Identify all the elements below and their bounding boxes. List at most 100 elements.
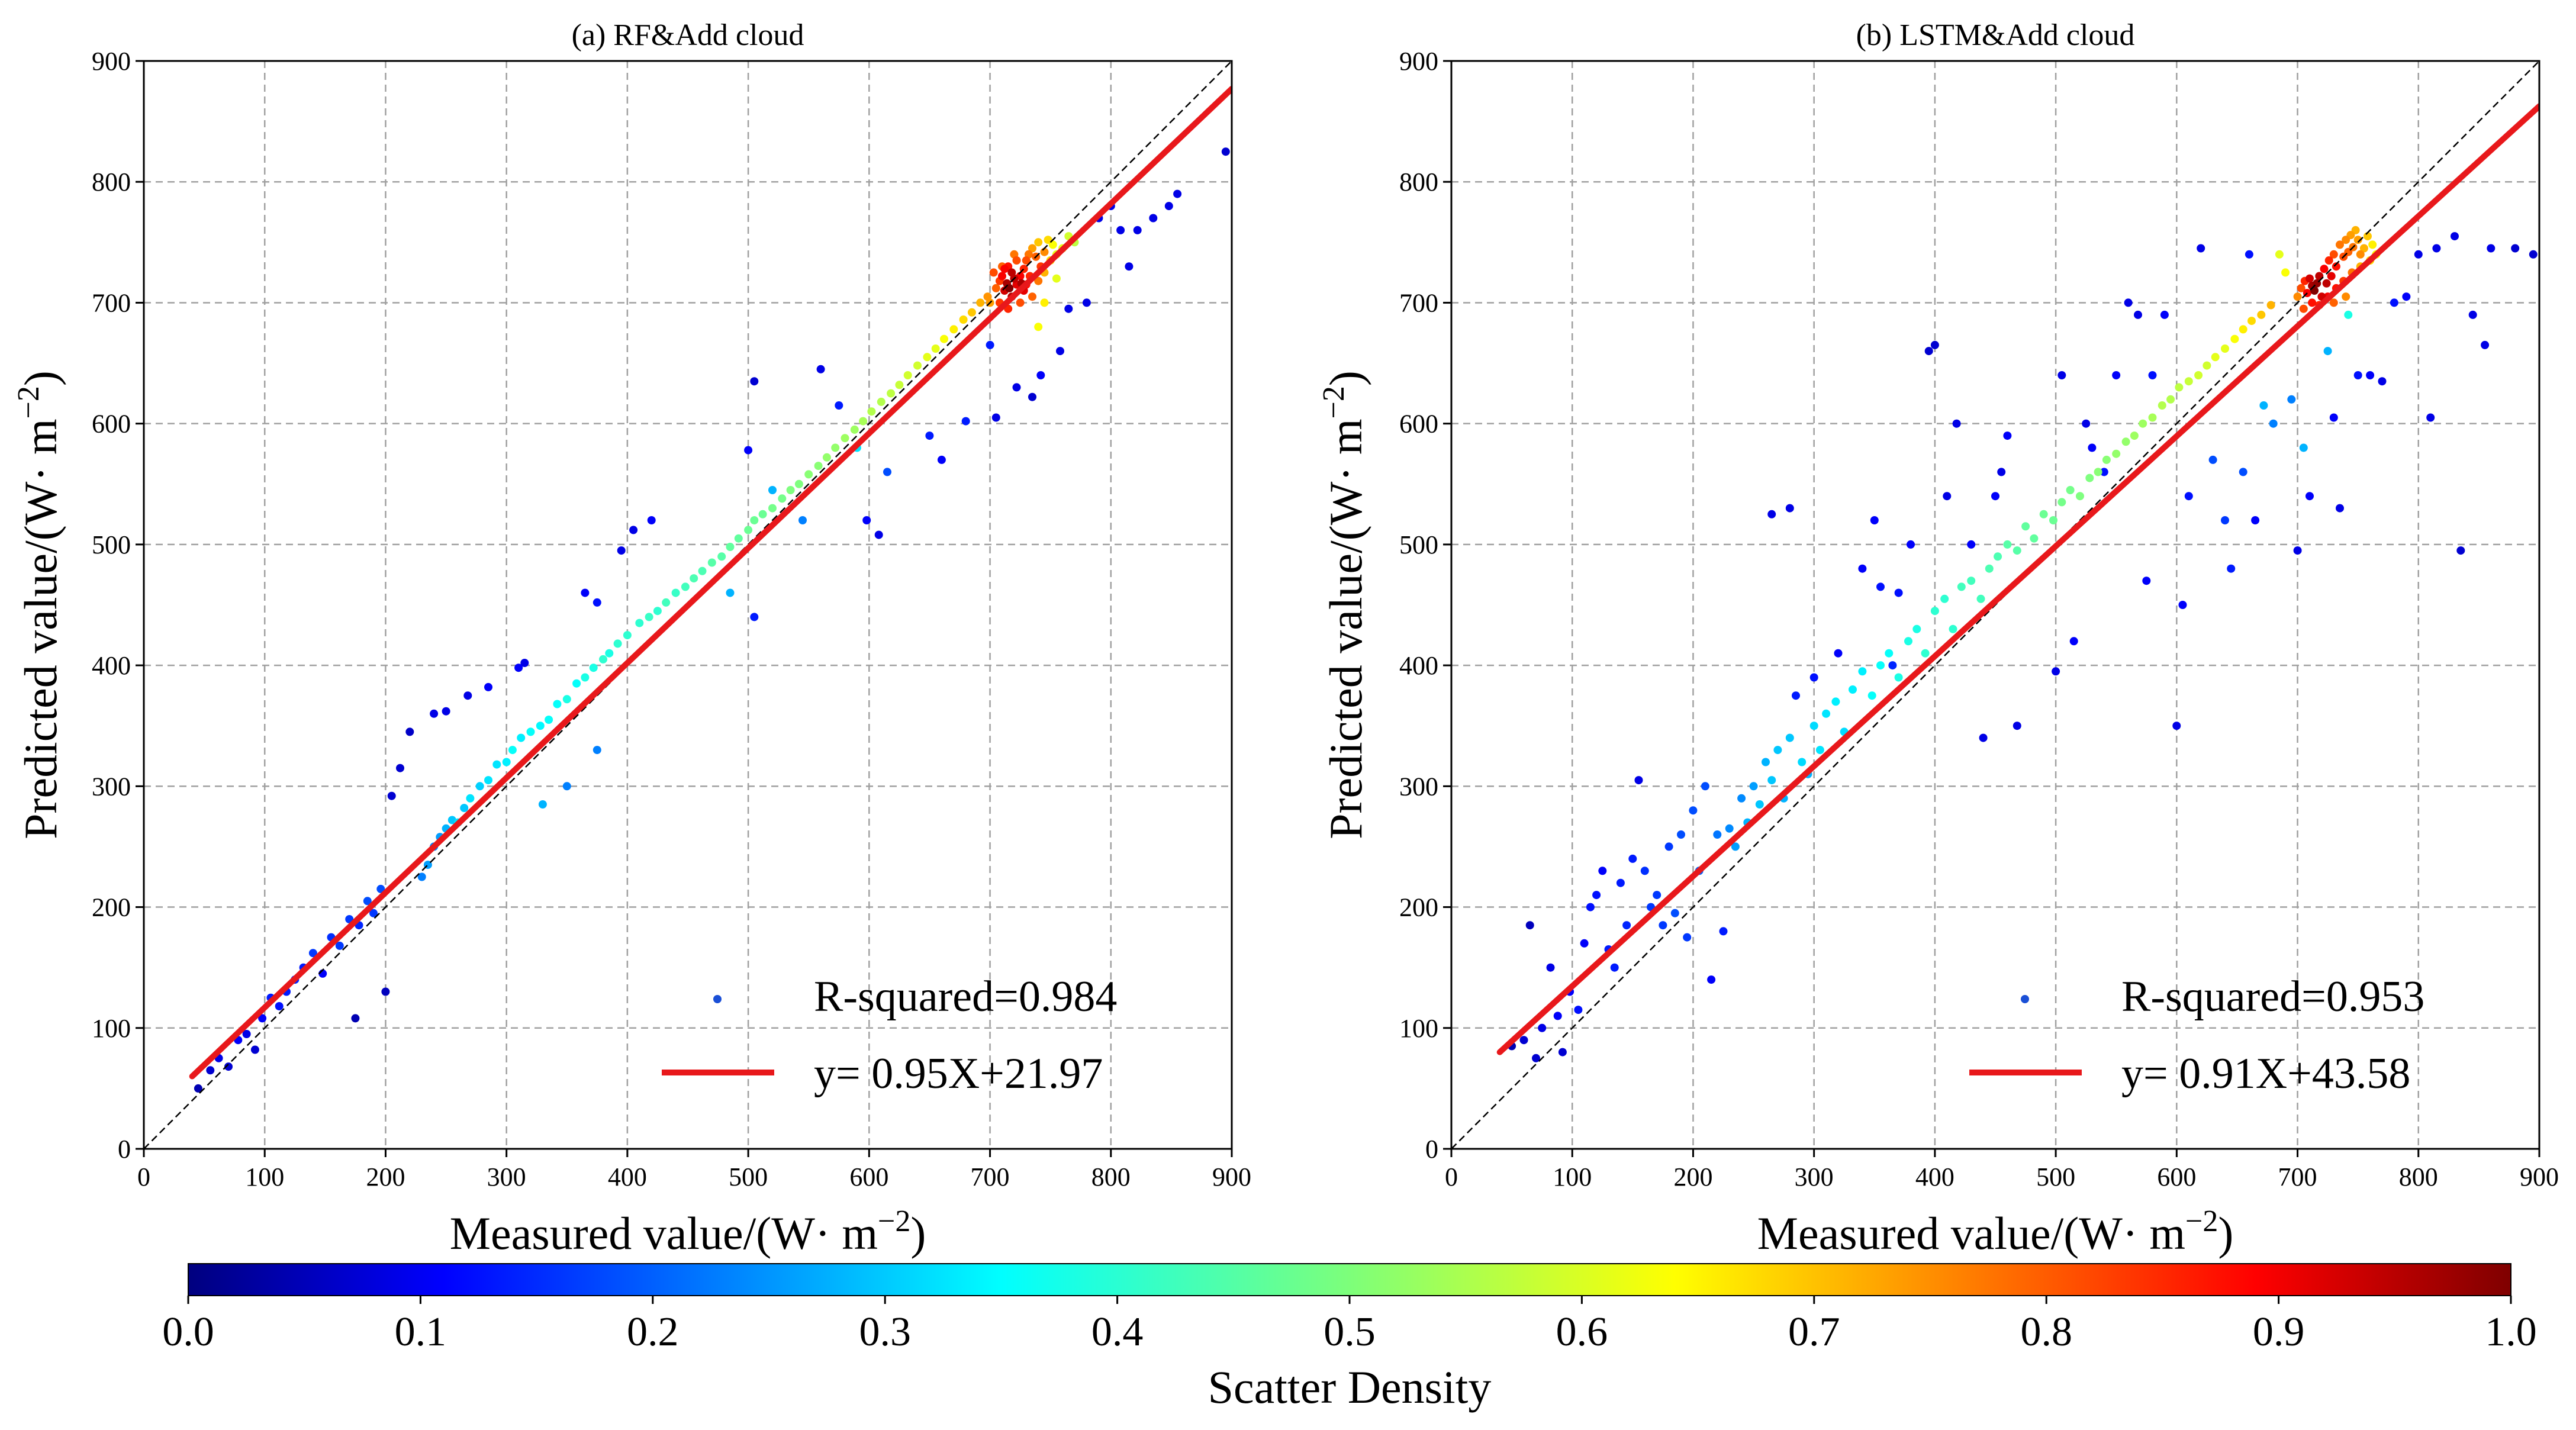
y-tick-label: 900 xyxy=(92,47,131,76)
legend-scatter-marker xyxy=(713,995,722,1003)
colorbar-tick-label: 0.9 xyxy=(2253,1309,2305,1355)
scatter-point xyxy=(1701,782,1709,791)
scatter-point xyxy=(1007,268,1016,277)
scatter-point xyxy=(2178,601,2187,609)
y-tick-label: 700 xyxy=(1399,288,1438,317)
scatter-point xyxy=(983,292,992,301)
scatter-point xyxy=(1885,649,1894,658)
scatter-point xyxy=(1912,624,1921,633)
scatter-point xyxy=(750,613,759,621)
scatter-point xyxy=(1849,685,1857,694)
scatter-point xyxy=(895,381,904,389)
scatter-point xyxy=(2322,279,2331,288)
y-tick-label: 800 xyxy=(1399,168,1438,197)
x-tick-label: 200 xyxy=(366,1162,405,1191)
scatter-point xyxy=(1713,830,1722,839)
scatter-point xyxy=(2402,292,2411,301)
scatter-point xyxy=(206,1066,215,1075)
scatter-point xyxy=(1737,794,1746,803)
scatter-point xyxy=(1622,921,1631,930)
scatter-point xyxy=(949,325,958,334)
scatter-point xyxy=(2082,419,2091,428)
scatter-point xyxy=(814,462,823,471)
y-tick-label: 700 xyxy=(92,288,131,317)
y-tick-label: 400 xyxy=(1399,651,1438,680)
scatter-point xyxy=(1798,758,1807,766)
scatter-point xyxy=(913,361,922,370)
scatter-point xyxy=(1924,347,1933,356)
scatter-point xyxy=(2368,240,2377,249)
scatter-point xyxy=(862,516,871,524)
scatter-point xyxy=(460,804,469,813)
x-tick-label: 0 xyxy=(137,1162,150,1191)
scatter-point xyxy=(2481,340,2490,349)
x-tick-label: 100 xyxy=(1553,1162,1592,1191)
scatter-point xyxy=(1116,226,1125,234)
scatter-point xyxy=(2158,401,2166,410)
y-tick-label: 200 xyxy=(1399,893,1438,922)
scatter-point xyxy=(2194,371,2203,379)
scatter-point xyxy=(635,619,644,627)
scatter-point xyxy=(794,479,803,488)
scatter-point xyxy=(562,695,571,704)
scatter-point xyxy=(961,417,970,426)
scatter-point xyxy=(2003,540,2012,549)
scatter-point xyxy=(492,760,501,769)
y-tick-label: 900 xyxy=(1399,47,1438,76)
scatter-point xyxy=(726,543,735,551)
scatter-point xyxy=(1870,516,1879,524)
scatter-point xyxy=(2057,498,2066,507)
scatter-point xyxy=(1640,867,1649,875)
scatter-point xyxy=(1221,147,1230,156)
scatter-point xyxy=(517,733,526,742)
scatter-point xyxy=(463,691,472,700)
y-tick-label: 300 xyxy=(1399,772,1438,801)
scatter-point xyxy=(2259,401,2268,410)
scatter-point xyxy=(1149,214,1158,223)
scatter-point xyxy=(2257,310,2266,319)
x-tick-label: 400 xyxy=(608,1162,647,1191)
scatter-point xyxy=(2203,361,2211,370)
scatter-point xyxy=(376,884,385,893)
scatter-point xyxy=(2139,419,2147,428)
scatter-point xyxy=(2414,250,2423,259)
scatter-point xyxy=(629,526,638,534)
scatter-point xyxy=(1034,238,1043,247)
scatter-point xyxy=(405,727,414,736)
scatter-point xyxy=(2184,492,2193,501)
scatter-point xyxy=(2251,516,2260,524)
scatter-point xyxy=(2451,232,2459,241)
scatter-point xyxy=(475,782,484,791)
scatter-point xyxy=(2100,468,2108,476)
scatter-point xyxy=(835,401,843,410)
x-tick-label: 800 xyxy=(2399,1162,2438,1191)
scatter-point xyxy=(1767,510,1776,518)
scatter-point xyxy=(589,664,598,672)
scatter-point xyxy=(514,664,523,672)
colorbar-tick-label: 0.2 xyxy=(627,1309,679,1355)
scatter-point xyxy=(1831,697,1840,706)
colorbar-tick-label: 0.7 xyxy=(1788,1309,1840,1355)
scatter-point xyxy=(877,397,886,406)
scatter-point xyxy=(2356,250,2365,259)
scatter-point xyxy=(2305,274,2314,283)
scatter-point xyxy=(2342,236,2350,244)
scatter-point xyxy=(2364,232,2372,241)
scatter-point xyxy=(2030,534,2039,543)
scatter-point xyxy=(2184,377,2193,386)
scatter-point xyxy=(778,494,787,503)
x-tick-label: 600 xyxy=(849,1162,888,1191)
scatter-point xyxy=(430,709,439,718)
scatter-point xyxy=(867,407,876,416)
scatter-point xyxy=(351,1014,360,1023)
x-tick-label: 900 xyxy=(2520,1162,2559,1191)
scatter-point xyxy=(2468,310,2477,319)
scatter-point xyxy=(1028,392,1036,401)
y-tick-label: 100 xyxy=(1399,1014,1438,1043)
scatter-point xyxy=(242,1030,251,1038)
scatter-point xyxy=(822,453,831,462)
scatter-point xyxy=(335,941,344,950)
scatter-point xyxy=(1967,540,1976,549)
scatter-point xyxy=(2329,250,2338,259)
